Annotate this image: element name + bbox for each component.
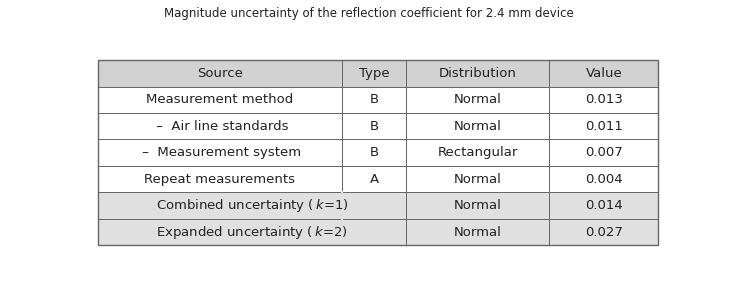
- Bar: [98, 192, 342, 219]
- Text: Normal: Normal: [454, 93, 502, 106]
- Text: B: B: [370, 146, 379, 159]
- Text: 0.007: 0.007: [585, 146, 623, 159]
- Text: Distribution: Distribution: [439, 67, 517, 80]
- Bar: [406, 166, 549, 192]
- Text: Magnitude uncertainty of the reflection coefficient for 2.4 mm device: Magnitude uncertainty of the reflection …: [164, 7, 574, 20]
- Text: 0.004: 0.004: [585, 173, 623, 186]
- Text: Normal: Normal: [454, 199, 502, 212]
- Bar: [98, 166, 342, 192]
- Text: Repeat measurements: Repeat measurements: [145, 173, 295, 186]
- Text: B: B: [370, 120, 379, 133]
- Bar: [406, 113, 549, 140]
- Bar: [549, 166, 658, 192]
- Text: Value: Value: [585, 67, 622, 80]
- Text: 0.013: 0.013: [585, 93, 623, 106]
- Text: 0.011: 0.011: [585, 120, 623, 133]
- Bar: [406, 87, 549, 113]
- Bar: [549, 219, 658, 245]
- Bar: [406, 219, 549, 245]
- Bar: [406, 192, 549, 219]
- Bar: [342, 166, 406, 192]
- Text: Rectangular: Rectangular: [438, 146, 518, 159]
- Bar: [98, 219, 342, 245]
- Bar: [342, 140, 406, 166]
- Bar: [342, 192, 406, 219]
- Bar: [406, 60, 549, 87]
- Bar: [342, 87, 406, 113]
- Text: Source: Source: [197, 67, 243, 80]
- Text: Expanded uncertainty ( $k$=2): Expanded uncertainty ( $k$=2): [156, 224, 348, 241]
- Bar: [549, 60, 658, 87]
- Bar: [549, 113, 658, 140]
- Text: Combined uncertainty ( $k$=1): Combined uncertainty ( $k$=1): [156, 197, 348, 214]
- Text: A: A: [370, 173, 379, 186]
- Bar: [549, 192, 658, 219]
- Text: Normal: Normal: [454, 120, 502, 133]
- Text: B: B: [370, 93, 379, 106]
- Bar: [342, 219, 406, 245]
- Bar: [98, 60, 658, 245]
- Text: Normal: Normal: [454, 226, 502, 239]
- Bar: [342, 113, 406, 140]
- Text: –  Measurement system: – Measurement system: [138, 146, 301, 159]
- Bar: [98, 87, 342, 113]
- Bar: [98, 60, 342, 87]
- Text: 0.027: 0.027: [585, 226, 623, 239]
- Bar: [342, 60, 406, 87]
- Text: Measurement method: Measurement method: [146, 93, 294, 106]
- Text: 0.014: 0.014: [585, 199, 623, 212]
- Bar: [549, 140, 658, 166]
- Bar: [98, 113, 342, 140]
- Text: Normal: Normal: [454, 173, 502, 186]
- Text: –  Air line standards: – Air line standards: [151, 120, 288, 133]
- Bar: [406, 140, 549, 166]
- Bar: [549, 87, 658, 113]
- Text: Type: Type: [359, 67, 390, 80]
- Bar: [98, 140, 342, 166]
